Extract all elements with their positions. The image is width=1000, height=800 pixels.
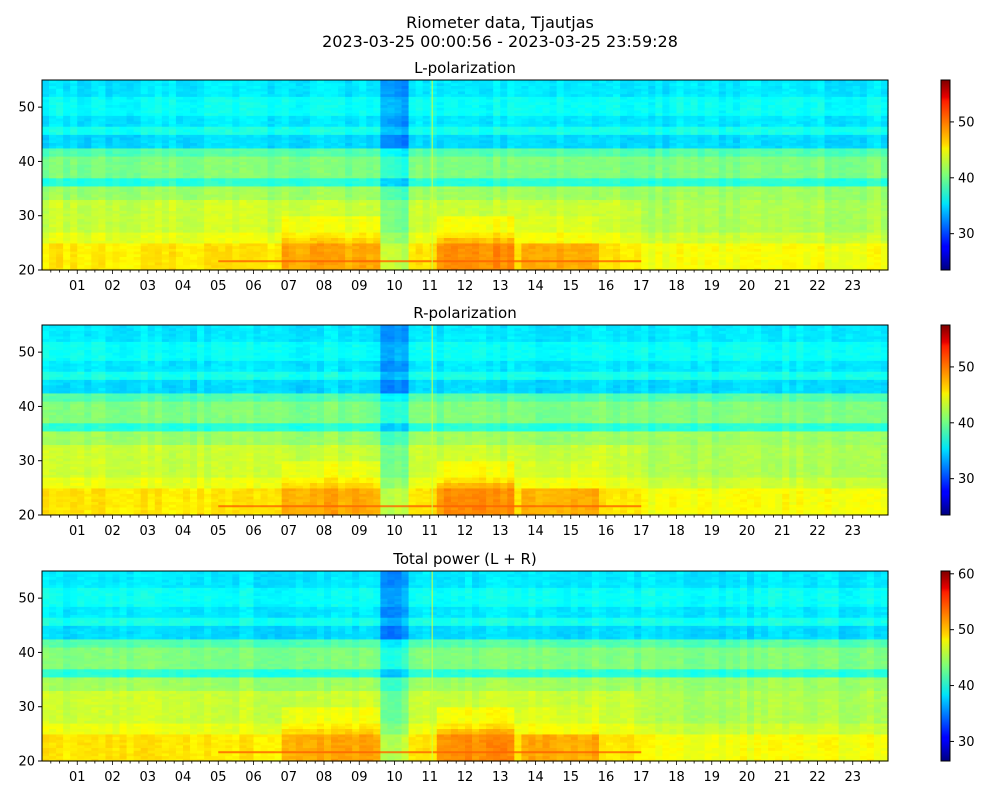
heatmap-image <box>42 80 889 271</box>
